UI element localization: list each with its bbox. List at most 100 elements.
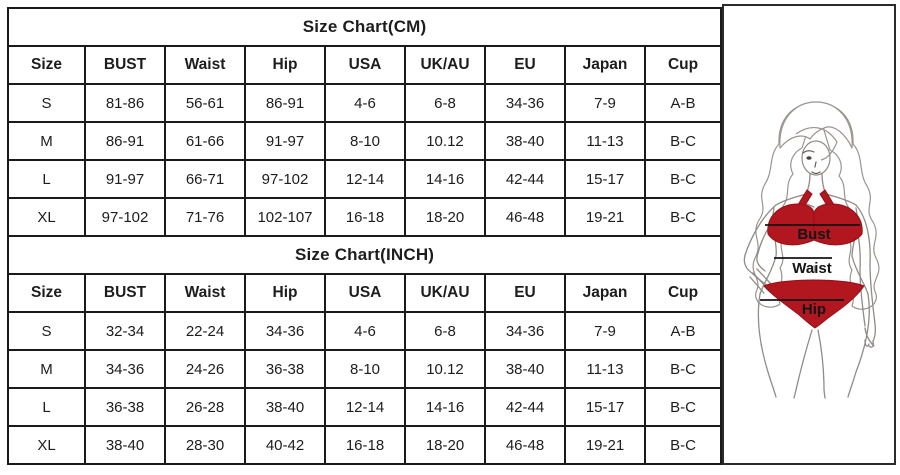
leg-right-inner — [817, 329, 826, 399]
column-header-eu: EU — [484, 273, 566, 313]
column-header-usa: USA — [324, 273, 406, 313]
value-cell: 66-71 — [164, 159, 246, 199]
value-cell: 36-38 — [244, 349, 326, 389]
value-cell: 46-48 — [484, 197, 566, 237]
value-cell: 8-10 — [324, 121, 406, 161]
value-cell: 11-13 — [564, 349, 646, 389]
column-header-cup: Cup — [643, 45, 723, 85]
neck — [805, 172, 827, 195]
value-cell: 91-97 — [84, 159, 166, 199]
value-cell: 4-6 — [324, 311, 406, 351]
size-label-cell: M — [7, 349, 86, 389]
value-cell: 46-48 — [484, 425, 566, 465]
waist-label: Waist — [792, 260, 831, 277]
bikini-bottom — [763, 279, 865, 329]
table-row: L 91-97 66-71 97-102 12-14 14-16 42-44 15-17 B-C — [7, 159, 723, 199]
table-row: XL 38-40 28-30 40-42 16-18 18-20 46-48 19-21 B-C — [7, 425, 723, 465]
table-row: S 32-34 22-24 34-36 4-6 6-8 34-36 7-9 A-B — [7, 311, 723, 351]
shoulders — [775, 193, 857, 206]
value-cell: 86-91 — [244, 83, 326, 123]
value-cell: 86-91 — [84, 121, 166, 161]
value-cell: 10.12 — [404, 121, 486, 161]
value-cell: B-C — [643, 387, 723, 427]
value-cell: 97-102 — [84, 197, 166, 237]
value-cell: 97-102 — [244, 159, 326, 199]
leg-left-outer — [757, 293, 777, 398]
value-cell: 24-26 — [164, 349, 246, 389]
value-cell: 12-14 — [324, 387, 406, 427]
column-header-usa: USA — [324, 45, 406, 85]
column-header-size: Size — [7, 273, 86, 313]
nose — [814, 161, 817, 168]
value-cell: 7-9 — [564, 311, 646, 351]
value-cell: 7-9 — [564, 83, 646, 123]
value-cell: 26-28 — [164, 387, 246, 427]
size-chart-table: Size Chart(CM) Size BUST Waist Hip USA UK/AU EU… — [6, 7, 723, 465]
eye — [806, 156, 812, 160]
value-cell: 22-24 — [164, 311, 246, 351]
value-cell: 34-36 — [484, 311, 566, 351]
value-cell: 16-18 — [324, 197, 406, 237]
table-title-row: Size Chart(INCH) — [6, 235, 723, 275]
value-cell: 4-6 — [324, 83, 406, 123]
value-cell: 15-17 — [564, 387, 646, 427]
column-header-bust: BUST — [84, 273, 166, 313]
value-cell: A-B — [643, 83, 723, 123]
leg-right-outer — [847, 293, 870, 398]
size-label-cell: XL — [7, 197, 86, 237]
table-row: M 34-36 24-26 36-38 8-10 10.12 38-40 11-13 B-C — [7, 349, 723, 389]
value-cell: 38-40 — [484, 121, 566, 161]
size-label-cell: XL — [7, 425, 86, 465]
size-label-cell: S — [7, 83, 86, 123]
value-cell: 32-34 — [84, 311, 166, 351]
column-header-row: Size BUST Waist Hip USA UK/AU EU Japan Cup — [7, 273, 723, 313]
column-header-japan: Japan — [564, 273, 646, 313]
table-title-row: Size Chart(CM) — [6, 7, 723, 47]
value-cell: B-C — [643, 425, 723, 465]
value-cell: 8-10 — [324, 349, 406, 389]
value-cell: B-C — [643, 197, 723, 237]
value-cell: 71-76 — [164, 197, 246, 237]
value-cell: 28-30 — [164, 425, 246, 465]
size-label-cell: M — [7, 121, 86, 161]
eyebrow — [802, 150, 815, 154]
size-label-cell: L — [7, 387, 86, 427]
column-header-waist: Waist — [164, 45, 246, 85]
value-cell: 36-38 — [84, 387, 166, 427]
value-cell: B-C — [643, 121, 723, 161]
value-cell: 18-20 — [404, 425, 486, 465]
value-cell: 38-40 — [244, 387, 326, 427]
table-title: Size Chart(CM) — [6, 7, 723, 47]
value-cell: 19-21 — [564, 425, 646, 465]
value-cell: B-C — [643, 349, 723, 389]
value-cell: 38-40 — [84, 425, 166, 465]
column-header-uk-au: UK/AU — [404, 273, 486, 313]
value-cell: 91-97 — [244, 121, 326, 161]
column-header-bust: BUST — [84, 45, 166, 85]
value-cell: 11-13 — [564, 121, 646, 161]
column-header-eu: EU — [484, 45, 566, 85]
value-cell: 34-36 — [84, 349, 166, 389]
hip-label: Hip — [802, 301, 826, 318]
value-cell: A-B — [643, 311, 723, 351]
face — [801, 140, 831, 176]
column-header-cup: Cup — [643, 273, 723, 313]
value-cell: 34-36 — [484, 83, 566, 123]
table-title: Size Chart(INCH) — [6, 235, 723, 275]
value-cell: 38-40 — [484, 349, 566, 389]
column-header-uk-au: UK/AU — [404, 45, 486, 85]
size-label-cell: S — [7, 311, 86, 351]
value-cell: 15-17 — [564, 159, 646, 199]
value-cell: 34-36 — [244, 311, 326, 351]
column-header-hip: Hip — [244, 273, 326, 313]
measurement-figure-panel: Bust Waist Hip — [722, 4, 896, 465]
table-row: L 36-38 26-28 38-40 12-14 14-16 42-44 15-17 B-C — [7, 387, 723, 427]
value-cell: 16-18 — [324, 425, 406, 465]
hair-fringe — [795, 127, 838, 161]
value-cell: 18-20 — [404, 197, 486, 237]
table-row: M 86-91 61-66 91-97 8-10 10.12 38-40 11-13 B-C — [7, 121, 723, 161]
value-cell: 40-42 — [244, 425, 326, 465]
value-cell: 14-16 — [404, 387, 486, 427]
navel — [813, 265, 816, 273]
value-cell: 14-16 — [404, 159, 486, 199]
